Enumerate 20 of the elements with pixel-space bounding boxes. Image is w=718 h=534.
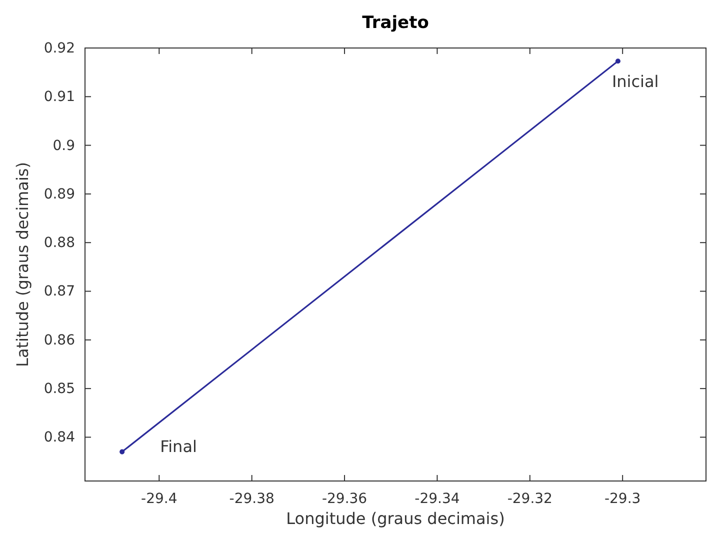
x-tick-label: -29.4: [141, 490, 178, 507]
y-tick-label: 0.91: [44, 89, 75, 106]
y-tick-label: 0.85: [44, 381, 75, 398]
y-tick-label: 0.89: [44, 186, 75, 202]
x-axis-title: Longitude (graus decimais): [286, 509, 505, 528]
y-tick-label: 0.84: [44, 430, 76, 446]
y-tick-label: 0.86: [44, 332, 76, 348]
y-tick-label: 0.9: [52, 138, 75, 154]
x-tick-label: -29.3: [604, 490, 641, 507]
y-tick-label: 0.87: [44, 284, 75, 300]
annotation: Final: [160, 436, 197, 456]
y-tick-label: 0.92: [44, 40, 75, 56]
y-axis-title: Latitude (graus decimais): [13, 162, 32, 367]
annotation: Inicial: [612, 72, 659, 92]
chart-title: Trajeto: [362, 13, 429, 33]
y-tick-label: 0.88: [44, 235, 75, 252]
x-tick-label: -29.32: [507, 490, 552, 507]
x-tick-label: -29.36: [322, 490, 368, 507]
x-tick-label: -29.34: [414, 490, 460, 507]
x-tick-label: -29.38: [229, 490, 274, 507]
